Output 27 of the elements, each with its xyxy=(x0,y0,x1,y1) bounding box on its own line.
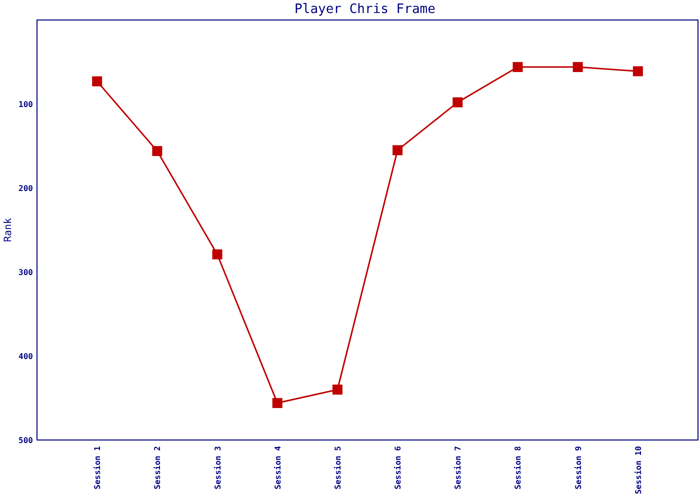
point xyxy=(392,145,403,156)
point xyxy=(272,398,282,408)
x-tick-label: Session 6 xyxy=(394,446,403,490)
x-tick-label: Session 4 xyxy=(273,446,282,490)
point xyxy=(152,146,162,156)
chart-title: Player Chris Frame xyxy=(294,2,436,17)
x-tick-label: Session 8 xyxy=(514,446,523,490)
point xyxy=(572,62,583,72)
x-tick-label: Session 5 xyxy=(333,446,342,490)
x-tick-label: Session 1 xyxy=(93,446,102,490)
x-tick-label: Session 2 xyxy=(153,446,162,490)
point xyxy=(632,66,643,76)
y-tick-label: 500 xyxy=(18,436,34,445)
y-tick-label: 400 xyxy=(18,352,34,361)
y-tick-label: 100 xyxy=(18,100,34,109)
x-tick-label: Session 10 xyxy=(634,446,643,494)
point xyxy=(332,384,342,395)
y-tick-label: 200 xyxy=(18,184,34,193)
point xyxy=(512,62,523,72)
point xyxy=(92,76,102,86)
x-tick-label: Session 7 xyxy=(454,446,463,490)
x-tick-label: Session 3 xyxy=(213,446,222,490)
x-tick-label: Session 9 xyxy=(574,446,583,490)
point xyxy=(452,97,463,108)
y-axis-title: Rank xyxy=(3,218,14,242)
y-tick-label: 300 xyxy=(18,268,34,277)
point xyxy=(212,249,222,260)
